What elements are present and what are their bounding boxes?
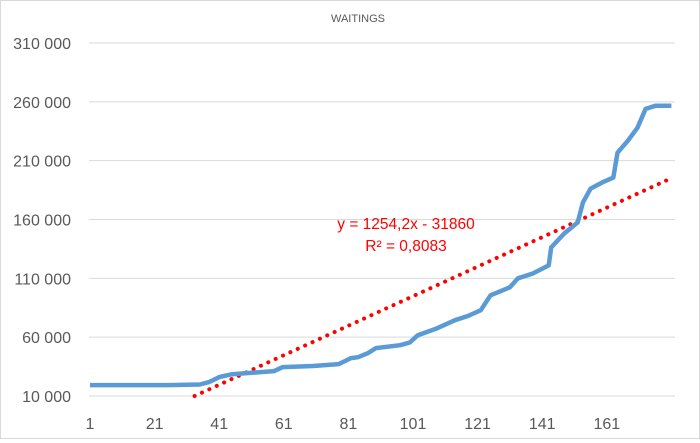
x-tick-label: 81 [340, 416, 358, 433]
x-tick-label: 21 [146, 416, 164, 433]
y-tick-label: 210 000 [13, 154, 71, 171]
y-tick-label: 110 000 [14, 271, 71, 288]
x-tick-label: 41 [210, 416, 228, 433]
y-tick-label: 160 000 [13, 213, 71, 230]
trendline [192, 176, 674, 398]
y-tick-label: 60 000 [22, 330, 71, 347]
trendline-equation: y = 1254,2x - 31860 [337, 216, 475, 233]
y-tick-label: 260 000 [13, 95, 71, 112]
x-tick-label: 141 [529, 416, 556, 433]
x-tick-label: 1 [86, 416, 95, 433]
x-tick-label: 61 [275, 416, 293, 433]
chart-title: WAITINGS [331, 13, 385, 25]
y-tick-label: 310 000 [13, 36, 71, 53]
x-tick-label: 121 [464, 416, 491, 433]
series-line-waitings [90, 103, 672, 388]
x-tick-label: 161 [593, 416, 620, 433]
x-tick-label: 101 [400, 416, 427, 433]
y-tick-label: 10 000 [22, 389, 71, 406]
trendline-r2: R² = 0,8083 [365, 238, 446, 255]
